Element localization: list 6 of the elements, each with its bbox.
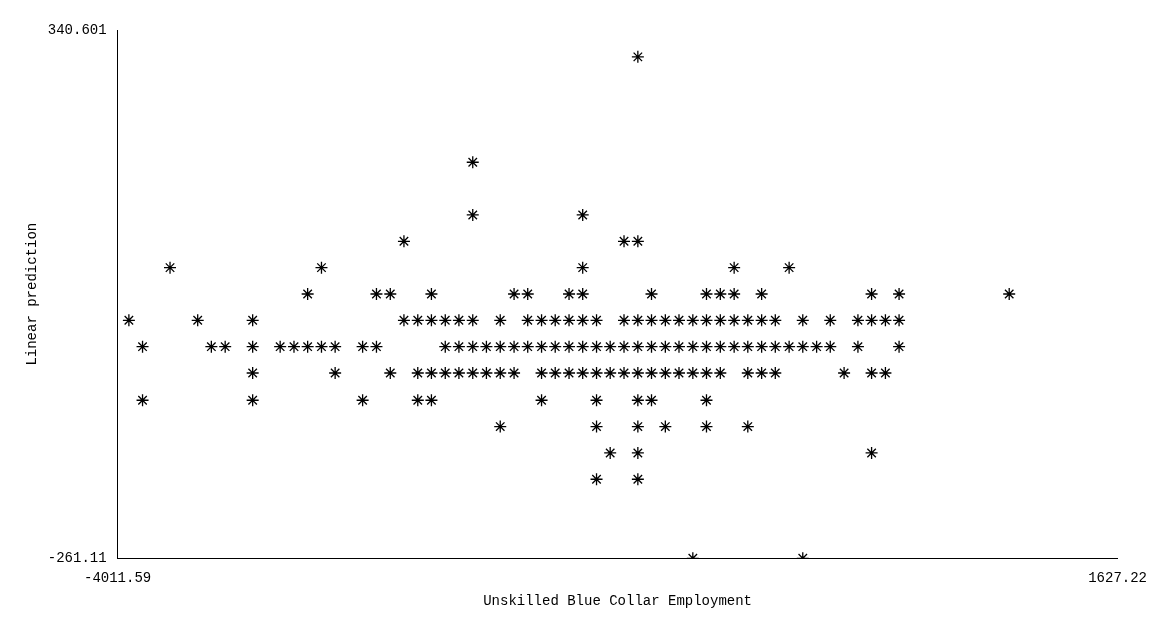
y-tick-label: 340.601 [47, 21, 107, 38]
y-tick-label: -261.11 [47, 550, 107, 567]
x-axis-title: Unskilled Blue Collar Employment [483, 593, 753, 610]
x-tick-label: 1627.22 [1088, 569, 1147, 586]
y-axis-title: Linear prediction [24, 222, 41, 366]
x-tick-label: -4011.59 [84, 569, 152, 586]
